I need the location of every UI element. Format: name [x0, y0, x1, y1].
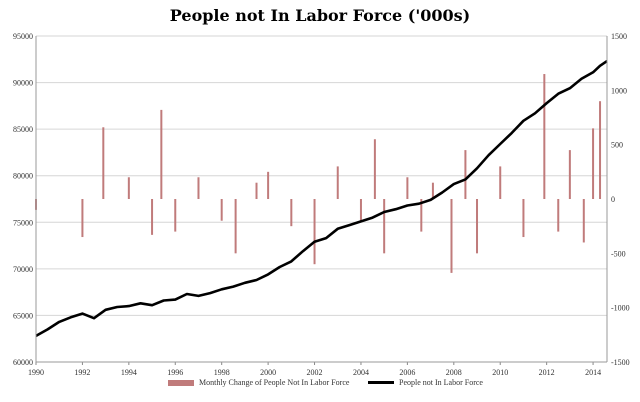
- change-bar: [234, 199, 237, 254]
- left-tick-label: 70000: [13, 265, 33, 274]
- left-tick-label: 80000: [13, 172, 33, 181]
- legend-item-bars: Monthly Change of People Not In Labor Fo…: [168, 378, 349, 387]
- change-bar: [255, 182, 258, 199]
- change-bar: [336, 166, 339, 199]
- right-tick-label: 500: [611, 141, 623, 150]
- right-tick-label: -1000: [611, 304, 630, 313]
- change-bar: [383, 199, 386, 254]
- left-tick-label: 90000: [13, 79, 33, 88]
- legend-line-label: People not In Labor Force: [399, 378, 483, 387]
- change-bar: [174, 199, 177, 232]
- change-bar: [160, 109, 163, 199]
- change-bar: [431, 182, 434, 199]
- change-bar: [151, 199, 154, 235]
- x-tick-label: 2014: [585, 368, 601, 377]
- labor-force-line: [35, 60, 608, 338]
- change-bar: [359, 199, 362, 221]
- left-tick-label: 85000: [13, 125, 33, 134]
- change-bar: [102, 127, 105, 199]
- x-tick-label: 1990: [28, 368, 44, 377]
- change-bar: [313, 199, 316, 265]
- change-bar: [127, 177, 130, 199]
- legend-line-swatch: [368, 381, 394, 384]
- change-bar: [543, 74, 546, 199]
- change-bar: [220, 199, 223, 221]
- x-tick-label: 2002: [307, 368, 323, 377]
- right-tick-label: 0: [611, 195, 615, 204]
- x-tick-label: 2008: [446, 368, 462, 377]
- left-tick-label: 75000: [13, 218, 33, 227]
- change-bar: [568, 150, 571, 199]
- legend-bar-label: Monthly Change of People Not In Labor Fo…: [199, 378, 350, 387]
- change-bar: [450, 199, 453, 273]
- left-tick-label: 60000: [13, 358, 33, 367]
- change-bar: [592, 128, 595, 199]
- change-bar: [522, 199, 525, 238]
- change-bar: [373, 139, 376, 199]
- x-tick-label: 2004: [353, 368, 369, 377]
- left-tick-label: 95000: [13, 32, 33, 41]
- x-tick-label: 2012: [539, 368, 555, 377]
- left-tick-label: 65000: [13, 311, 33, 320]
- x-tick-label: 1994: [121, 368, 137, 377]
- right-tick-label: -1500: [611, 358, 630, 367]
- change-bar: [420, 199, 423, 232]
- x-tick-label: 1996: [167, 368, 183, 377]
- change-bar: [599, 101, 602, 199]
- change-bar: [499, 166, 502, 199]
- legend-item-line: People not In Labor Force: [368, 378, 483, 387]
- right-tick-label: 1000: [611, 86, 627, 95]
- change-bar: [464, 150, 467, 199]
- change-bar: [406, 177, 409, 199]
- change-bar: [81, 199, 84, 238]
- x-tick-label: 1992: [74, 368, 90, 377]
- right-tick-label: 1500: [611, 32, 627, 41]
- x-tick-label: 2006: [399, 368, 415, 377]
- change-bar: [557, 199, 560, 232]
- change-bar: [582, 199, 585, 243]
- change-bar: [267, 171, 270, 199]
- chart-title: People not In Labor Force ('000s): [169, 6, 471, 25]
- change-bar: [476, 199, 479, 254]
- change-bar: [290, 199, 293, 227]
- right-tick-label: -500: [611, 249, 626, 258]
- x-tick-label: 1998: [214, 368, 230, 377]
- x-tick-label: 2010: [492, 368, 508, 377]
- legend-bar-swatch: [168, 379, 194, 386]
- x-tick-label: 2000: [260, 368, 276, 377]
- change-bar: [197, 177, 200, 199]
